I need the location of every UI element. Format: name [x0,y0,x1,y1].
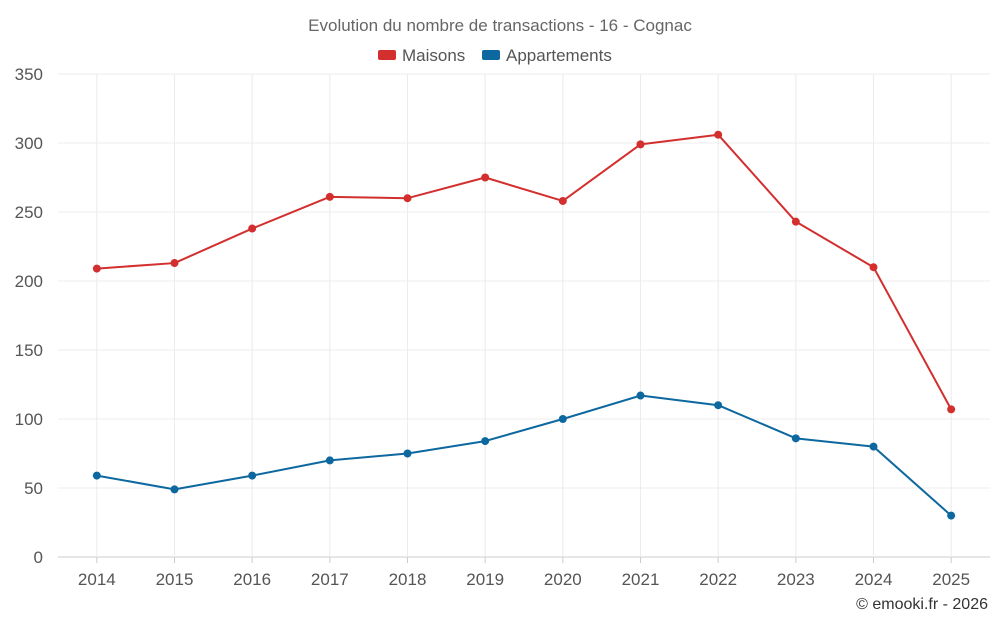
x-tick-label: 2014 [78,570,116,589]
data-point-appartements[interactable] [869,442,878,451]
data-point-appartements[interactable] [248,471,257,480]
legend-swatch [482,50,500,60]
data-point-appartements[interactable] [92,471,101,480]
y-tick-label: 0 [34,548,43,567]
x-tick-label: 2017 [311,570,349,589]
data-point-maisons[interactable] [92,264,101,273]
x-tick-label: 2018 [389,570,427,589]
data-point-maisons[interactable] [947,405,956,414]
legend-label: Maisons [402,46,465,65]
chart-title: Evolution du nombre de transactions - 16… [308,16,692,35]
credit-text: © emooki.fr - 2026 [856,596,988,613]
data-point-maisons[interactable] [481,173,490,182]
y-axis: 0 50 100 150 200 250 300 350 [15,65,43,567]
data-point-maisons[interactable] [170,259,179,268]
y-tick-label: 100 [15,410,43,429]
data-point-maisons[interactable] [714,130,723,139]
data-point-maisons[interactable] [248,224,257,233]
data-point-appartements[interactable] [558,415,567,423]
y-tick-label: 150 [15,341,43,360]
grid [58,73,990,558]
x-tick-label: 2015 [156,570,194,589]
x-tick-label: 2016 [233,570,271,589]
y-tick-label: 350 [15,65,43,84]
x-axis: 2014 2015 2016 2017 2018 2019 2020 2021 2022 2023… [78,557,970,589]
data-point-appartements[interactable] [947,511,956,520]
data-point-appartements[interactable] [791,434,800,443]
data-point-appartements[interactable] [636,391,645,400]
legend: Maisons Appartements [378,46,612,65]
data-point-maisons[interactable] [791,217,800,226]
data-point-maisons[interactable] [558,196,567,205]
x-tick-label: 2022 [699,570,737,589]
x-tick-label: 2025 [932,570,970,589]
data-point-appartements[interactable] [714,401,723,410]
data-point-appartements[interactable] [325,456,334,465]
series-layer [92,130,956,520]
x-tick-label: 2021 [622,570,660,589]
x-tick-label: 2019 [466,570,504,589]
series-line-appartements [96,394,952,517]
series-line-maisons [96,133,953,410]
data-point-appartements[interactable] [481,437,490,446]
data-point-maisons[interactable] [869,263,878,272]
data-point-maisons[interactable] [403,194,412,203]
legend-item-appartements[interactable]: Appartements [482,46,612,65]
legend-item-maisons[interactable]: Maisons [378,46,465,65]
data-point-appartements[interactable] [170,485,179,494]
x-tick-label: 2020 [544,570,582,589]
x-tick-label: 2023 [777,570,815,589]
data-point-appartements[interactable] [403,449,412,458]
legend-swatch [378,50,396,60]
y-tick-label: 250 [15,203,43,222]
data-point-maisons[interactable] [325,192,334,201]
y-tick-label: 300 [15,134,43,153]
data-point-maisons[interactable] [636,140,645,149]
y-tick-label: 50 [24,479,43,498]
legend-label: Appartements [506,46,612,65]
x-tick-label: 2024 [855,570,893,589]
y-tick-label: 200 [15,272,43,291]
